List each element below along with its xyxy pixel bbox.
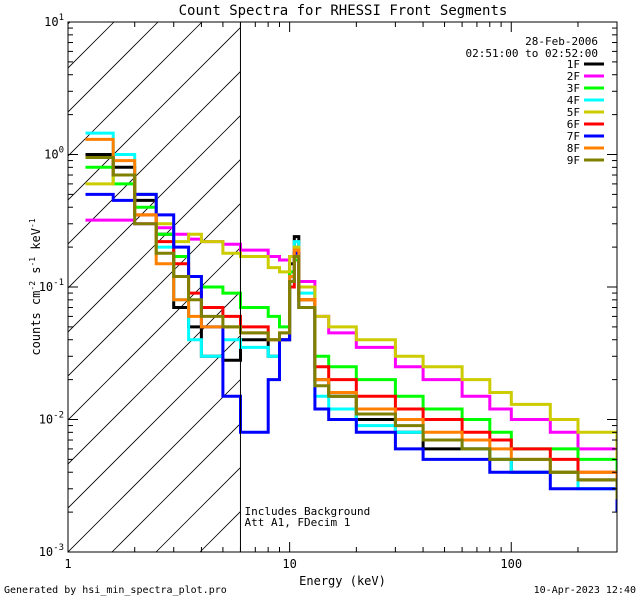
annotation-note: Att A1, FDecim 1 — [244, 516, 350, 529]
legend-label: 9F — [567, 154, 580, 167]
series-8f — [85, 137, 617, 489]
x-tick-label: 100 — [500, 557, 522, 571]
y-tick-label: 101 — [44, 13, 64, 29]
hatch-line — [111, 422, 241, 552]
series-4f — [85, 131, 617, 500]
footer-timestamp: 10-Apr-2023 12:40 — [533, 585, 636, 596]
x-axis-label: Energy (keV) — [299, 574, 386, 588]
legend-date: 28-Feb-2006 — [525, 35, 598, 48]
hatch-line — [68, 202, 241, 377]
hatch-line — [68, 22, 159, 113]
y-axis-label: counts cm-2 s-1 keV-1 — [28, 218, 43, 355]
x-tick-label: 10 — [282, 557, 296, 571]
legend-label: 3F — [567, 82, 580, 95]
legend-label: 6F — [567, 118, 580, 131]
chart-title: Count Spectra for RHESSI Front Segments — [179, 3, 508, 19]
legend-label: 2F — [567, 70, 580, 83]
y-tick-label: 10-2 — [39, 411, 64, 427]
tick-labels: 1 10 100 10-3 10-2 10-1 100 101 Energy (keV) coun… — [28, 13, 618, 588]
hatch-line — [68, 26, 241, 201]
y-tick-label: 100 — [44, 146, 64, 162]
series-9f — [85, 156, 617, 500]
legend-label: 7F — [567, 130, 580, 143]
annotation-note: Includes Background — [244, 505, 370, 518]
hatch-line — [68, 334, 241, 509]
legend-time-range: 02:51:00 to 02:52:00 — [466, 47, 598, 60]
legend-label: 1F — [567, 58, 580, 71]
hatch-line — [0, 22, 26, 552]
legend-label: 4F — [567, 94, 580, 107]
series-5f — [85, 173, 617, 460]
legend-label: 8F — [567, 142, 580, 155]
hatch-line — [68, 70, 241, 245]
hatch-line — [68, 22, 203, 157]
x-tick-label: 1 — [64, 557, 71, 571]
y-tick-label: 10-3 — [39, 543, 64, 559]
hatch-line — [68, 378, 241, 552]
footer-generated-by: Generated by hsi_min_spectra_plot.pro — [4, 585, 227, 596]
series-2f — [85, 218, 617, 473]
series-layer — [85, 131, 617, 513]
legend-label: 5F — [567, 106, 580, 119]
y-tick-label: 10-1 — [39, 278, 64, 294]
hatch-line — [68, 158, 241, 333]
